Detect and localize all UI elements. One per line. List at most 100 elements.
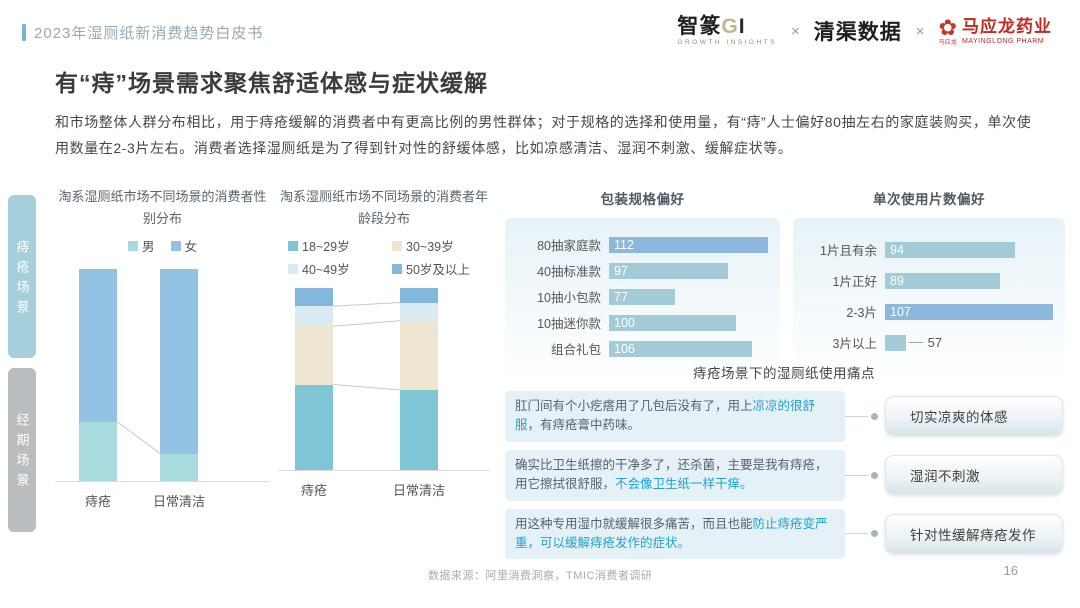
bar-segment	[400, 320, 438, 391]
legend-swatch	[170, 240, 181, 251]
sidebar-tab-hemorrhoid-scene[interactable]: 痔疮场景	[8, 195, 36, 358]
bar-track: 57	[885, 334, 1053, 351]
bar-value: 57	[927, 335, 943, 350]
qingqu-logo: 清渠数据	[813, 21, 902, 45]
bar-track: 89	[885, 272, 1053, 289]
bar-row: 1片且有余 94	[805, 240, 1053, 259]
intro-paragraph: 和市场整体人群分布相比，用于痔疮缓解的消费者中有更高比例的男性群体；对于规格的选…	[55, 114, 1032, 156]
zhizhuan-subtitle: GROWTH INSIGHTS	[677, 39, 778, 46]
chart-title: 单次使用片数偏好	[873, 192, 985, 207]
chart-gender-distribution: 淘系湿厕纸市场不同场景的消费者性别分布 男女 痔疮 日常清洁	[55, 186, 270, 510]
zhizhuan-name: 智篆	[677, 15, 722, 38]
legend-item: 40~49岁	[288, 259, 376, 278]
zhizhuan-g: G	[721, 15, 739, 38]
bar-segment	[160, 269, 198, 454]
bar-label: 80抽家庭款	[537, 239, 601, 253]
pain-label-box: 切实凉爽的体感	[885, 396, 1063, 437]
bar: 107	[885, 303, 1053, 320]
bar-track: 107	[885, 303, 1053, 320]
bar-value: 89	[890, 273, 904, 288]
bar-value: 112	[614, 237, 634, 252]
chart-plot	[278, 288, 490, 472]
bar-value: 106	[614, 341, 635, 356]
logo-separator: ×	[791, 22, 800, 40]
bar: 77	[609, 288, 676, 305]
bar: 97	[609, 262, 729, 279]
mayinglong-emblem-icon: ✿ 马应龙	[938, 14, 957, 46]
legend-item: 男	[127, 236, 155, 255]
bar-row: 2-3片 107	[805, 302, 1053, 321]
chart-category-axis: 痔疮 日常清洁	[278, 471, 490, 499]
connector-line	[845, 415, 868, 417]
mayinglong-name: 马应龙药业	[962, 16, 1052, 36]
bar-segment	[400, 390, 438, 471]
legend-swatch	[288, 263, 298, 274]
connector-dot-icon	[871, 471, 878, 479]
zhizhuan-i: I	[738, 15, 746, 38]
connector-dot-icon	[871, 530, 878, 538]
chart-pieces-preference: 单次使用片数偏好 1片且有余 94 1片正好 89 2-3片 107 3片以上 57	[793, 188, 1065, 372]
mayinglong-subtitle: MAYINGLONG PHARM	[962, 37, 1045, 45]
legend-swatch	[288, 240, 298, 251]
zhizhuan-logo: 智篆GI GROWTH INSIGHTS	[677, 16, 777, 47]
chart-package-preference: 包装规格偏好 80抽家庭款 112 40抽标准款 97 10抽小包款 77 10抽迷你款 10…	[505, 188, 780, 373]
quote-text: ，有痔疮膏中药味。	[527, 418, 641, 433]
connector-lines	[332, 302, 401, 391]
bar-label: 组合礼包	[550, 343, 601, 357]
chart-category-axis: 痔疮 日常清洁	[55, 482, 270, 510]
chart-title: 淘系湿厕纸市场不同场景的消费者年龄段分布	[279, 189, 488, 227]
bar-track: 77	[609, 288, 768, 305]
quote-box: 用这种专用湿巾就缓解很多痛苦，而且也能防止痔疮变严重，可以缓解痔疮发作的症状。	[505, 508, 845, 560]
connector	[845, 530, 885, 538]
bar-label: 3片以上	[832, 337, 877, 351]
bar-label: 10抽迷你款	[537, 317, 601, 331]
bar-track: 106	[609, 340, 768, 357]
bar-segment	[400, 302, 438, 321]
bar-segment	[79, 421, 117, 482]
bar-label: 1片正好	[832, 275, 877, 289]
bar-value: 94	[890, 242, 904, 257]
sidebar-tab-period-scene[interactable]: 经期场景	[8, 368, 36, 532]
bar: 89	[885, 272, 1000, 289]
bar-segment	[295, 306, 333, 327]
bar: 112	[609, 236, 768, 253]
bar-row: 组合礼包 106	[517, 339, 768, 358]
stacked-bar	[400, 288, 438, 471]
chart-title: 包装规格偏好	[600, 192, 685, 207]
header: 2023年湿厕纸新消费趋势白皮书 智篆GI GROWTH INSIGHTS × …	[22, 14, 1052, 47]
mayinglong-logo: ✿ 马应龙 马应龙药业 MAYINGLONG PHARM	[938, 14, 1052, 46]
category-label: 日常清洁	[152, 494, 206, 510]
bar-row: 40抽标准款 97	[517, 261, 768, 280]
legend-item: 30~39岁	[392, 236, 480, 255]
connector-line	[845, 474, 868, 476]
quote-box: 肛门间有个小疙瘩用了几包后没有了，用上凉凉的很舒服，有痔疮膏中药味。	[505, 391, 845, 442]
bar: 106	[609, 340, 753, 357]
category-label: 痔疮	[84, 494, 112, 510]
page-title: 有“痔”场景需求聚焦舒适体感与症状缓解	[55, 70, 488, 96]
connector-lines	[116, 421, 161, 455]
pain-points-title: 痔疮场景下的湿厕纸使用痛点	[693, 366, 875, 381]
category-label: 日常清洁	[392, 483, 446, 499]
bar-label: 1片且有余	[820, 244, 877, 258]
bar-track: 100	[609, 314, 768, 331]
bar-value: 100	[614, 315, 635, 330]
chart-legend: 男女	[55, 236, 270, 255]
bar-segment	[79, 269, 117, 422]
bar-label: 10抽小包款	[537, 291, 601, 305]
quote-box: 确实比卫生纸擦的干净多了，还杀菌，主要是我有痔疮，用它擦拭很舒服，不会像卫生纸一…	[505, 449, 845, 501]
legend-swatch	[127, 240, 138, 251]
bar-row: 1片正好 89	[805, 271, 1053, 290]
pain-points-list: 肛门间有个小疙瘩用了几包后没有了，用上凉凉的很舒服，有痔疮膏中药味。 切实凉爽的体…	[505, 391, 1063, 560]
legend-item: 50岁及以上	[392, 259, 480, 278]
stacked-bar	[79, 269, 117, 482]
bar-value: 77	[614, 289, 628, 304]
logo-separator: ×	[915, 22, 925, 40]
bar-segment	[295, 326, 333, 385]
bar-segment	[160, 453, 198, 482]
bar-label: 2-3片	[846, 306, 877, 320]
bar-track: 97	[609, 262, 768, 279]
bar: 100	[609, 314, 737, 331]
quote-highlight: 凉凉的很舒服	[515, 399, 816, 433]
bar-row: 3片以上 57	[805, 333, 1053, 352]
